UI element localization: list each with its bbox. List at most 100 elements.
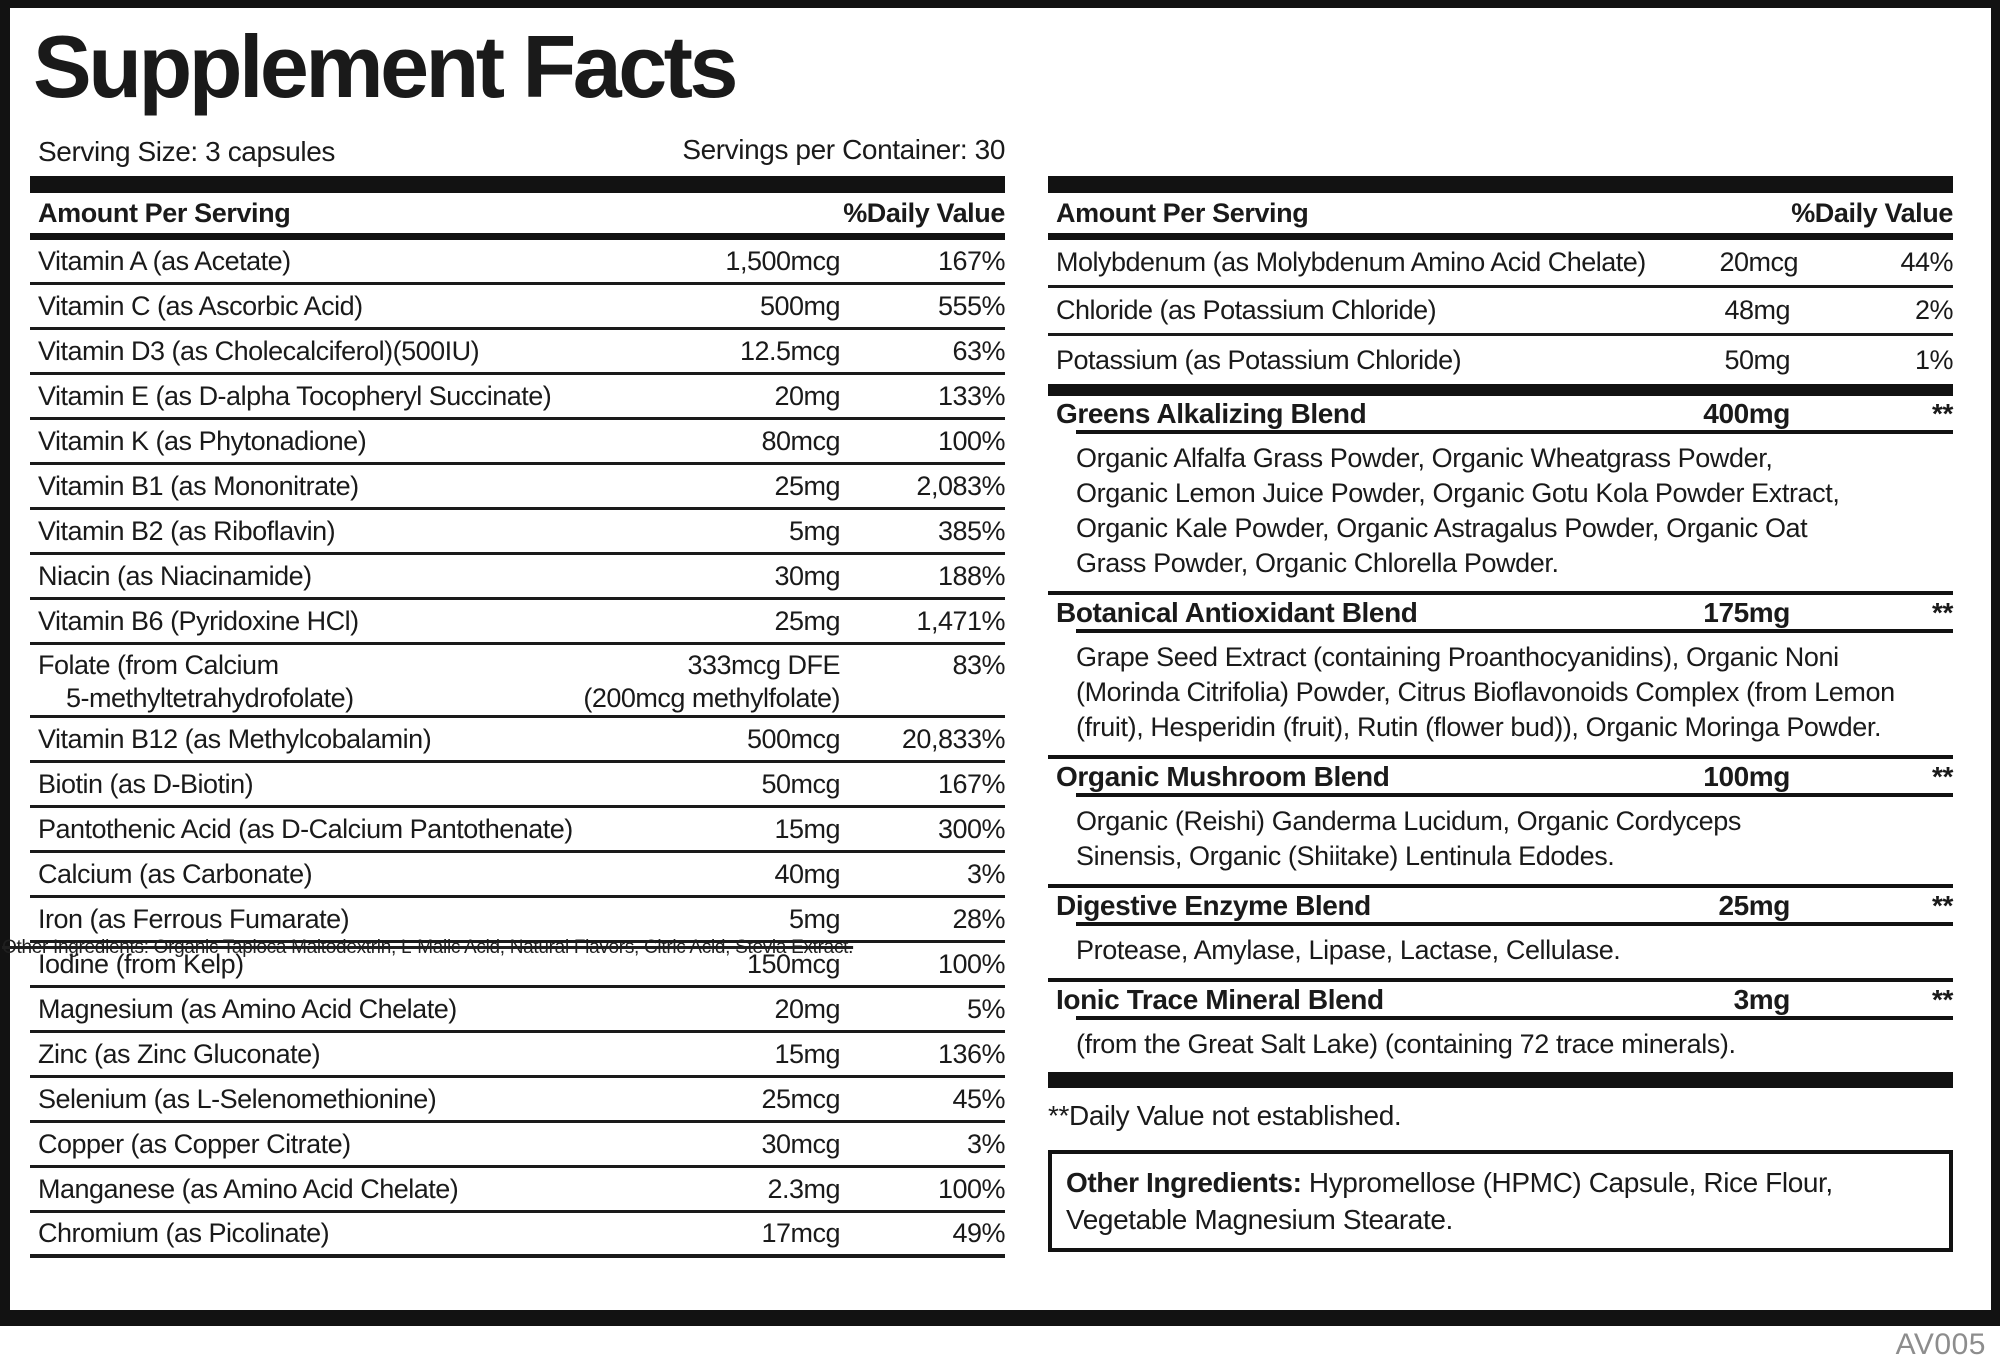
blend-underline — [1076, 793, 1953, 797]
ingredient-amount: 50mg — [1724, 344, 1790, 375]
table-row: Pantothenic Acid (as D-Calcium Pantothen… — [30, 808, 1006, 853]
ingredient-amount: 25mg — [774, 470, 840, 501]
label-right-border — [1991, 0, 2000, 1326]
table-row: Copper (as Copper Citrate) 30mcg 3% — [30, 1123, 1006, 1168]
ingredient-amount: 48mg — [1724, 295, 1790, 325]
ingredient-dv: 28% — [952, 903, 1005, 934]
table-row: Iodine (from Kelp) 150mcg 100% — [30, 943, 1006, 988]
ingredient-amount: 50mcg — [761, 768, 840, 799]
daily-value-header: %Daily Value — [843, 197, 1005, 228]
ingredient-dv: 5% — [966, 993, 1006, 1024]
product-code: AV005 — [1895, 1328, 1986, 1361]
ingredient-amount: 17mcg — [761, 1218, 840, 1248]
ingredient-name: Manganese (as Amino Acid Chelate) — [38, 1173, 459, 1204]
blend-ingredients: Grape Seed Extract (containing Proanthoc… — [1076, 642, 1895, 742]
table-row: Biotin (as D-Biotin) 50mcg 167% — [30, 763, 1006, 808]
right-header-bar — [1048, 176, 1953, 193]
ingredient-dv: 45% — [952, 1083, 1005, 1114]
ingredient-name: Biotin (as D-Biotin) — [38, 768, 254, 799]
blend-underline — [1076, 1016, 1953, 1020]
blend-name: Ionic Trace Mineral Blend — [1056, 984, 1384, 1015]
daily-value-footnote: **Daily Value not established. — [1048, 1100, 1402, 1131]
other-ingredients-text: Hypromellose (HPMC) Capsule, Rice Flour,… — [1066, 1167, 1833, 1235]
ingredient-amount: 20mcg — [1719, 247, 1798, 277]
ingredient-dv: 300% — [937, 813, 1006, 844]
table-row: Vitamin B1 (as Mononitrate) 25mg 2,083% — [30, 465, 1006, 510]
blend-ingredients: Organic (Reishi) Ganderma Lucidum, Organ… — [1076, 806, 1741, 871]
ingredient-dv: 188% — [937, 560, 1006, 591]
table-row: Vitamin C (as Ascorbic Acid) 500mg 555% — [30, 285, 1006, 330]
ingredient-name: Vitamin B12 (as Methylcobalamin) — [38, 723, 432, 754]
blend-section-ionic: Ionic Trace Mineral Blend 3mg ** (from the… — [1048, 984, 1953, 1072]
blend-underline — [1076, 922, 1953, 926]
blend-name: Digestive Enzyme Blend — [1056, 890, 1371, 921]
ingredient-dv: 49% — [952, 1218, 1005, 1248]
ingredient-dv: 100% — [937, 1173, 1006, 1204]
label-left-border — [0, 0, 10, 1326]
blend-header: Botanical Antioxidant Blend 175mg ** — [1048, 597, 1953, 629]
blend-amount: 400mg — [1703, 398, 1790, 429]
amount-header: Amount Per Serving — [1056, 197, 1309, 228]
ingredient-name: Pantothenic Acid (as D-Calcium Pantothen… — [38, 813, 573, 844]
ingredient-dv: 136% — [937, 1038, 1006, 1069]
ingredient-dv: 385% — [937, 515, 1006, 546]
ingredient-dv: 83% — [952, 650, 1005, 680]
blend-name: Botanical Antioxidant Blend — [1056, 597, 1418, 628]
blend-section-mushroom: Organic Mushroom Blend 100mg ** Organic (R… — [1048, 761, 1953, 888]
blend-ingredients: Protease, Amylase, Lipase, Lactase, Cell… — [1076, 935, 1621, 965]
ingredient-amount: 25mg — [774, 605, 840, 636]
section-divider-bar — [1048, 384, 1953, 396]
ingredient-name: Iron (as Ferrous Fumarate) — [38, 903, 350, 934]
ingredient-name: Vitamin E (as D-alpha Tocopheryl Succina… — [38, 380, 552, 411]
table-row: Vitamin K (as Phytonadione) 80mcg 100% — [30, 420, 1006, 465]
ingredient-name: Copper (as Copper Citrate) — [38, 1128, 351, 1159]
blend-amount: 175mg — [1703, 597, 1790, 628]
ingredient-name: Vitamin K (as Phytonadione) — [38, 425, 367, 456]
table-row: Vitamin B2 (as Riboflavin) 5mg 385% — [30, 510, 1006, 555]
ingredient-dv: 1% — [1914, 344, 1954, 375]
ingredient-amount: 15mg — [774, 813, 840, 844]
ingredient-amount: 20mg — [774, 380, 840, 411]
blend-underline — [1076, 430, 1953, 434]
left-nutrient-table: Amount Per Serving %Daily Value Vitamin … — [30, 176, 1006, 1258]
ingredient-name: Potassium (as Potassium Chloride) — [1056, 344, 1462, 375]
ingredient-name: Vitamin B6 (Pyridoxine HCl) — [38, 605, 359, 636]
table-row: Potassium (as Potassium Chloride) 50mg 1% — [1048, 336, 1954, 384]
table-row: Molybdenum (as Molybdenum Amino Acid Che… — [1048, 240, 1954, 288]
ingredient-name: Chloride (as Potassium Chloride) — [1056, 295, 1437, 325]
ingredient-amount: 333mcg DFE (200mcg methylfolate) — [583, 650, 840, 713]
ingredient-name: Vitamin B1 (as Mononitrate) — [38, 470, 359, 501]
other-ingredients-box: Other Ingredients: Hypromellose (HPMC) C… — [1048, 1150, 1953, 1252]
table-row: Vitamin B6 (Pyridoxine HCl) 25mg 1,471% — [30, 600, 1006, 645]
ingredient-dv: 20,833% — [901, 723, 1006, 754]
label-top-border — [0, 0, 2000, 8]
servings-per-container-text: Servings per Container: 30 — [682, 134, 1005, 165]
blend-separator — [1048, 755, 1953, 759]
ingredient-amount: 12.5mcg — [739, 335, 841, 366]
ingredient-dv: 3% — [966, 858, 1006, 889]
table-row-folate: Folate (from Calcium 5-methyltetrahydrof… — [30, 645, 1006, 718]
ingredient-amount: 5mg — [788, 515, 841, 546]
table-row: Vitamin B12 (as Methylcobalamin) 500mcg 20… — [30, 718, 1006, 763]
left-header-bar — [30, 176, 1005, 193]
blend-header: Organic Mushroom Blend 100mg ** — [1048, 761, 1953, 793]
ingredient-dv: 2,083% — [916, 470, 1005, 501]
blend-header: Greens Alkalizing Blend 400mg ** — [1048, 398, 1953, 430]
left-table-header: Amount Per Serving %Daily Value — [30, 193, 1005, 240]
ingredient-name: Vitamin C (as Ascorbic Acid) — [38, 290, 363, 321]
section-divider-bar — [1048, 1072, 1953, 1088]
ingredient-amount: 2.3mg — [767, 1173, 840, 1204]
ingredient-dv: 133% — [937, 380, 1006, 411]
table-row: Niacin (as Niacinamide) 30mg 188% — [30, 555, 1006, 600]
ingredient-dv: 555% — [937, 290, 1006, 321]
blend-amount: 25mg — [1718, 890, 1790, 921]
table-row: Chloride (as Potassium Chloride) 48mg 2% — [1048, 288, 1954, 336]
ingredient-dv: 167% — [937, 245, 1006, 276]
ingredient-name: Magnesium (as Amino Acid Chelate) — [38, 993, 457, 1024]
table-row: Iron (as Ferrous Fumarate) 5mg 28% — [30, 898, 1006, 943]
table-row: Calcium (as Carbonate) 40mg 3% — [30, 853, 1006, 898]
ingredient-dv: 44% — [1900, 247, 1953, 277]
blend-dv: ** — [1932, 398, 1953, 429]
blend-dv: ** — [1932, 984, 1953, 1015]
